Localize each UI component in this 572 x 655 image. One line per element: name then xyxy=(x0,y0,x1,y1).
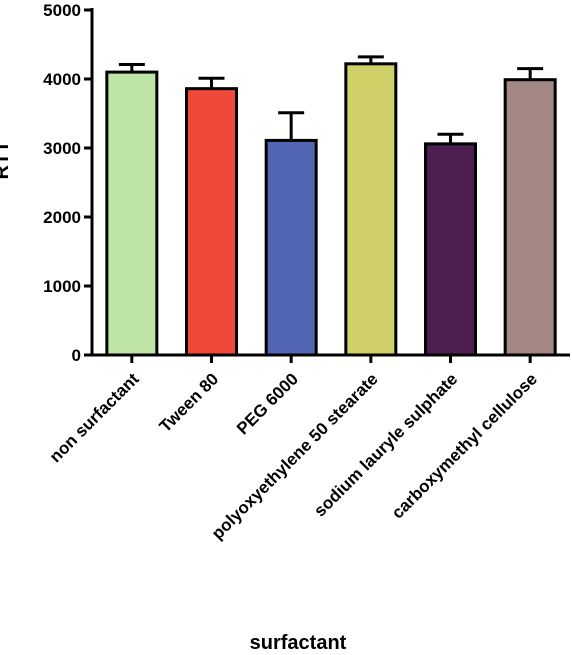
y-tick-label: 4000 xyxy=(43,70,81,89)
bar xyxy=(344,62,398,357)
x-axis-categories: non surfactant Tween 80 PEG 6000polyoxyeth… xyxy=(46,355,541,543)
bar xyxy=(264,138,318,357)
x-category-label: Tween 80 xyxy=(156,369,223,436)
x-axis-title: surfactant xyxy=(250,632,347,654)
bar xyxy=(424,142,477,357)
bar xyxy=(503,78,557,357)
y-axis-title: RTT xyxy=(0,141,13,180)
y-axis-ticks: 0 1000 2000 3000 4000 5000 xyxy=(43,1,92,365)
y-tick-label: 1000 xyxy=(43,277,81,296)
error-bars xyxy=(118,55,544,144)
x-category-label: PEG 6000 xyxy=(233,369,302,438)
axes xyxy=(90,8,570,357)
y-tick-label: 3000 xyxy=(43,139,81,158)
y-tick-label: 5000 xyxy=(43,1,81,20)
y-tick-label: 0 xyxy=(72,346,81,365)
x-category-label: carboxymethyl cellulose xyxy=(388,369,541,522)
x-category-label: sodium lauryle sulphate xyxy=(310,369,461,520)
bars xyxy=(105,62,557,357)
x-category-label: non surfactant xyxy=(46,369,143,466)
x-category-label: polyoxyethylene 50 stearate xyxy=(208,369,382,543)
y-tick-label: 2000 xyxy=(43,208,81,227)
bar xyxy=(185,87,238,357)
bar xyxy=(105,70,159,357)
